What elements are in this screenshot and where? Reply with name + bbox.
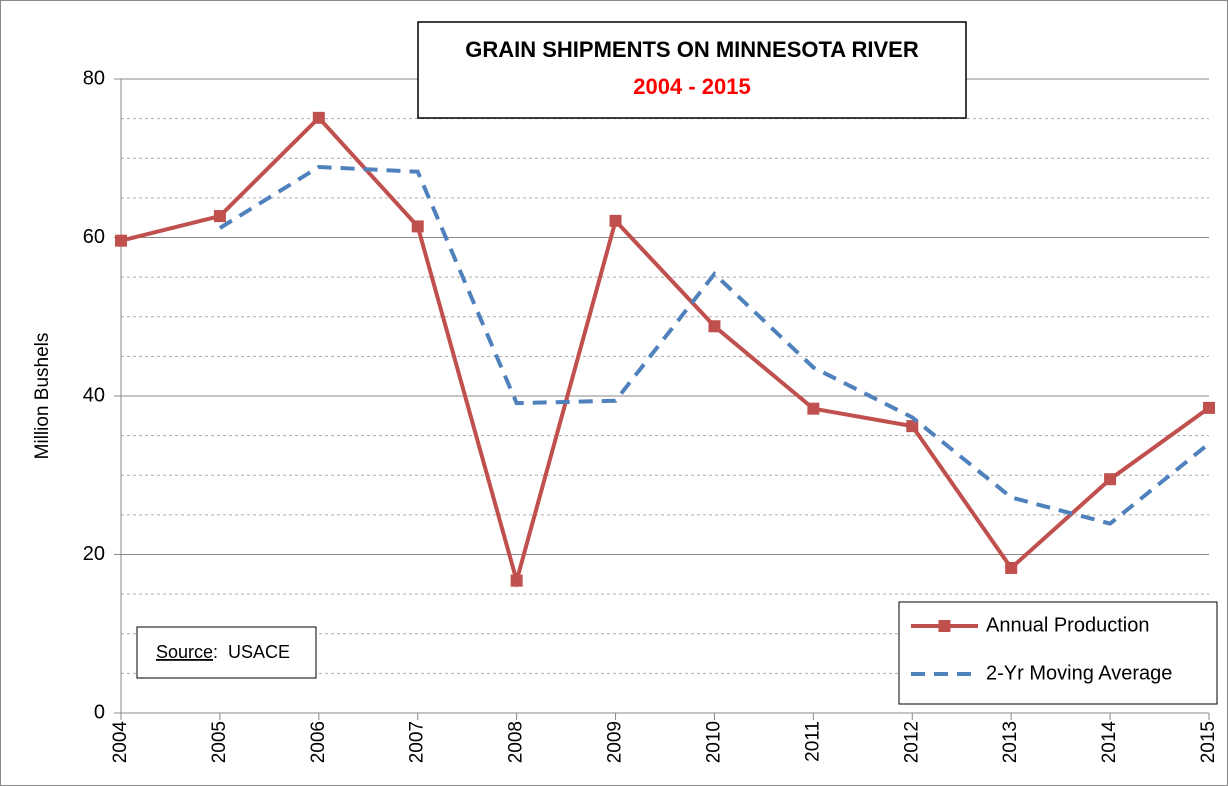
y-tick-label: 80 bbox=[83, 67, 105, 89]
series-line bbox=[218, 164, 1211, 526]
source-label: Source bbox=[156, 642, 213, 662]
legend-marker bbox=[938, 620, 951, 632]
point bbox=[609, 214, 622, 227]
x-tick-label: 2004 bbox=[110, 721, 131, 764]
point bbox=[213, 210, 226, 223]
point bbox=[411, 220, 424, 233]
chart-title: GRAIN SHIPMENTS ON MINNESOTA RIVER bbox=[465, 37, 919, 62]
point bbox=[1005, 561, 1018, 574]
chart-subtitle: 2004 - 2015 bbox=[633, 74, 750, 99]
source-text: : USACE bbox=[213, 642, 290, 662]
x-tick-label: 2010 bbox=[703, 721, 724, 763]
point bbox=[807, 402, 820, 415]
point bbox=[312, 111, 325, 124]
point bbox=[906, 420, 919, 433]
y-tick-label: 0 bbox=[94, 701, 105, 723]
x-tick-label: 2015 bbox=[1198, 721, 1219, 763]
x-tick-label: 2009 bbox=[605, 721, 626, 763]
x-tick-label: 2013 bbox=[1000, 721, 1021, 763]
legend-box bbox=[898, 601, 1218, 705]
x-tick-label: 2011 bbox=[802, 721, 823, 762]
x-tick-label: 2008 bbox=[506, 721, 527, 763]
y-axis-label: Million Bushels bbox=[32, 333, 53, 460]
point bbox=[510, 574, 523, 587]
x-tick-label: 2012 bbox=[901, 721, 922, 763]
x-tick-label: 2014 bbox=[1099, 721, 1120, 764]
point bbox=[1203, 401, 1215, 414]
point bbox=[115, 234, 127, 247]
point bbox=[1104, 473, 1117, 486]
source-note: Source: USACE bbox=[156, 642, 290, 662]
source-box bbox=[136, 626, 317, 679]
series-line bbox=[120, 114, 1211, 589]
x-tick-label: 2007 bbox=[407, 721, 428, 763]
y-tick-label: 40 bbox=[83, 384, 105, 406]
point bbox=[708, 320, 721, 333]
y-tick-label: 60 bbox=[83, 226, 105, 248]
y-tick-label: 20 bbox=[83, 543, 105, 565]
x-tick-label: 2006 bbox=[308, 721, 329, 763]
legend-label: Annual Production bbox=[986, 614, 1149, 636]
legend-label: 2-Yr Moving Average bbox=[986, 662, 1172, 684]
x-tick-label: 2005 bbox=[209, 721, 230, 763]
title-box bbox=[417, 21, 967, 119]
